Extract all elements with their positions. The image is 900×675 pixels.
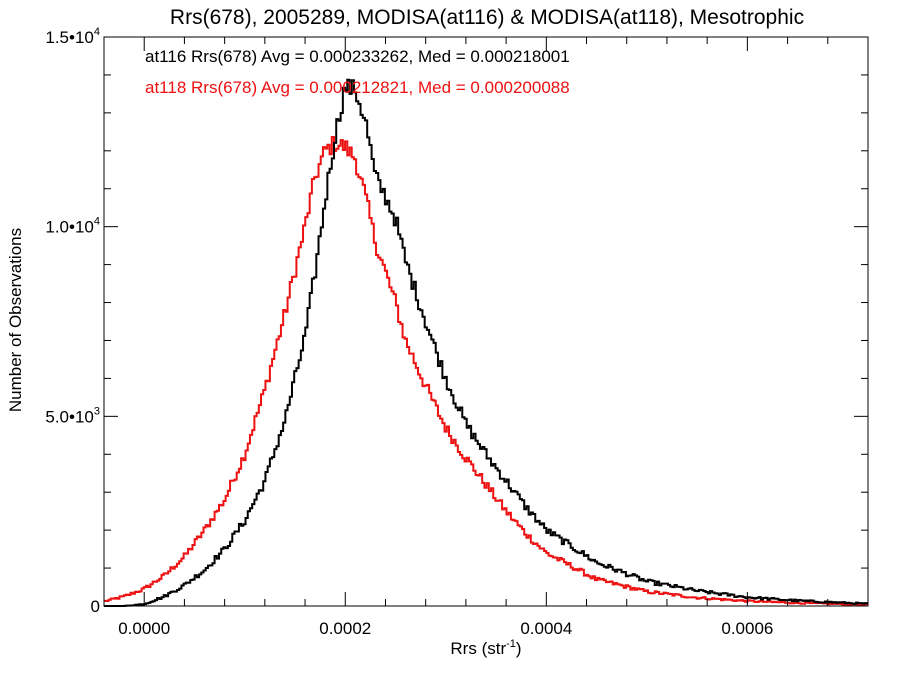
x-axis-label-end: ) (516, 639, 522, 658)
x-tick-label: 0.0000 (118, 619, 170, 638)
y-axis-label: Number of Observations (6, 228, 25, 412)
y-tick-label: 1.5•104 (45, 26, 100, 47)
x-tick-label: 0.0002 (319, 619, 371, 638)
x-tick-label: 0.0004 (520, 619, 572, 638)
x-axis-label-main: Rrs (str (450, 639, 506, 658)
annotation-at118: at118 Rrs(678) Avg = 0.000212821, Med = … (145, 78, 570, 97)
x-tick-label: 0.0006 (721, 619, 773, 638)
series-line-0 (104, 78, 868, 607)
x-axis-label: Rrs (str-1) (450, 638, 521, 658)
y-tick-label: 0 (91, 597, 100, 616)
series-line-1 (104, 135, 868, 606)
plot-frame (103, 36, 869, 607)
annotation-at116: at116 Rrs(678) Avg = 0.000233262, Med = … (145, 47, 570, 66)
x-axis-ticks: 0.0000 0.0002 0.0004 0.0006 (103, 37, 869, 638)
y-tick-label: 5.0•103 (45, 405, 100, 426)
y-axis-ticks: 0 5.0•103 1.0•104 1.5•104 (45, 26, 868, 616)
plot-area (103, 36, 869, 607)
chart-title: Rrs(678), 2005289, MODISA(at116) & MODIS… (170, 6, 804, 29)
y-tick-label: 1.0•104 (45, 216, 100, 237)
x-axis-label-sup: -1 (506, 638, 516, 650)
series-group (104, 78, 868, 607)
